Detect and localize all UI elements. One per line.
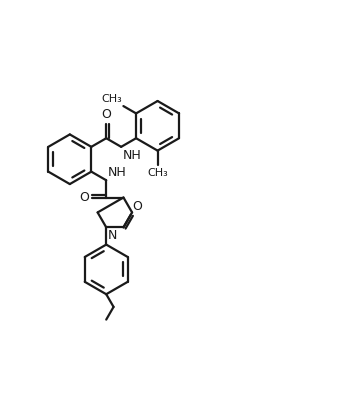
Text: O: O [101,108,111,121]
Text: N: N [108,229,117,242]
Text: O: O [79,191,89,204]
Text: NH: NH [108,166,126,178]
Text: CH₃: CH₃ [101,94,122,104]
Text: CH₃: CH₃ [147,168,168,178]
Text: NH: NH [122,149,141,161]
Text: O: O [132,200,142,213]
